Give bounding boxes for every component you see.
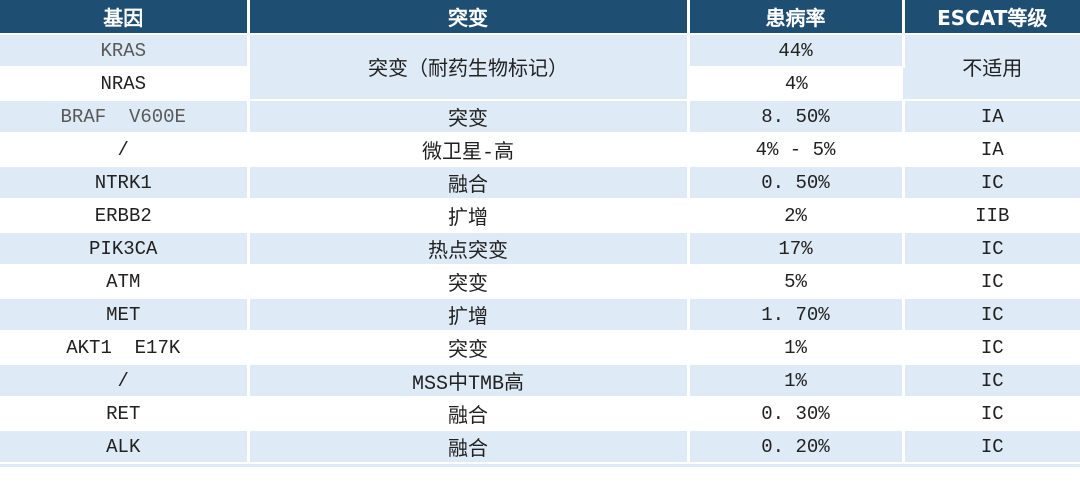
cell-gene: ALK [0, 430, 250, 464]
cell-escat: IA [903, 100, 1080, 134]
cell-prevalence: 0. 50% [688, 166, 905, 200]
cell-escat: IC [903, 430, 1080, 464]
table-row-atm: ATM 突变 5% IC [0, 265, 1080, 299]
cell-mutation: MSS中TMB高 [248, 364, 690, 398]
table-row-akt1: AKT1 E17K 突变 1% IC [0, 331, 1080, 365]
cell-escat: IC [903, 397, 1080, 431]
cell-mutation: 热点突变 [248, 232, 690, 266]
cell-gene: NTRK1 [0, 166, 250, 200]
cell-gene: PIK3CA [0, 232, 250, 266]
cell-escat: IIB [903, 199, 1080, 233]
column-header-gene: 基因 [0, 0, 250, 35]
cell-prevalence: 1% [688, 364, 905, 398]
cell-mutation: 融合 [248, 430, 690, 464]
cell-mutation: 突变 [248, 265, 690, 299]
cell-gene: ATM [0, 265, 250, 299]
column-header-prevalence: 患病率 [688, 0, 905, 35]
cell-mutation-merged: 突变（耐药生物标记） [248, 34, 690, 101]
table-row-erbb2: ERBB2 扩增 2% IIB [0, 199, 1080, 233]
cell-escat: IA [903, 133, 1080, 167]
cell-mutation: 突变 [248, 331, 690, 365]
cell-mutation: 突变 [248, 100, 690, 134]
table-row-pik3ca: PIK3CA 热点突变 17% IC [0, 232, 1080, 266]
cell-prevalence: 44% [688, 34, 905, 68]
cell-mutation: 扩增 [248, 199, 690, 233]
cell-mutation: 融合 [248, 397, 690, 431]
cell-mutation: 融合 [248, 166, 690, 200]
table-header-row: 基因 突变 患病率 ESCAT等级 [0, 0, 1080, 35]
cell-prevalence: 17% [688, 232, 905, 266]
cell-escat: IC [903, 265, 1080, 299]
cell-gene: RET [0, 397, 250, 431]
cell-prevalence: 1. 70% [688, 298, 905, 332]
cell-prevalence: 4% - 5% [688, 133, 905, 167]
cell-prevalence: 1% [688, 331, 905, 365]
table-row-met: MET 扩增 1. 70% IC [0, 298, 1080, 332]
cell-gene: NRAS [0, 67, 250, 101]
table-row-ret: RET 融合 0. 30% IC [0, 397, 1080, 431]
cell-gene: BRAF V600E [0, 100, 250, 134]
cell-escat: IC [903, 364, 1080, 398]
cell-gene: ERBB2 [0, 199, 250, 233]
table-row-tmb: / MSS中TMB高 1% IC [0, 364, 1080, 398]
cell-gene: AKT1 E17K [0, 331, 250, 365]
table-row-msi: / 微卫星-高 4% - 5% IA [0, 133, 1080, 167]
column-header-escat: ESCAT等级 [903, 0, 1080, 35]
cell-mutation: 扩增 [248, 298, 690, 332]
cell-prevalence: 2% [688, 199, 905, 233]
table-row-kras: KRAS 突变（耐药生物标记） 44% 不适用 [0, 34, 1080, 101]
cell-prevalence: 0. 20% [688, 430, 905, 464]
cell-prevalence: 4% [688, 67, 903, 101]
table-row-alk: ALK 融合 0. 20% IC [0, 430, 1080, 464]
cell-gene: / [0, 133, 250, 167]
cell-gene: KRAS [0, 34, 250, 68]
cell-gene: / [0, 364, 250, 398]
escat-gene-table: 基因 突变 患病率 ESCAT等级 KRAS 突变（耐药生物标记） 44% 不适… [0, 0, 1080, 464]
cell-escat: IC [903, 232, 1080, 266]
column-header-mutation: 突变 [248, 0, 690, 35]
cell-escat: IC [903, 298, 1080, 332]
table-row-nras: NRAS 4% [0, 67, 1080, 101]
table-bottom-edge [0, 464, 1080, 467]
table-row-ntrk1: NTRK1 融合 0. 50% IC [0, 166, 1080, 200]
cell-escat-merged: 不适用 [903, 34, 1080, 101]
cell-prevalence: 8. 50% [688, 100, 905, 134]
cell-prevalence: 0. 30% [688, 397, 905, 431]
cell-prevalence: 5% [688, 265, 905, 299]
cell-escat: IC [903, 331, 1080, 365]
cell-escat: IC [903, 166, 1080, 200]
cell-gene: MET [0, 298, 250, 332]
table-row-braf: BRAF V600E 突变 8. 50% IA [0, 100, 1080, 134]
cell-mutation: 微卫星-高 [248, 133, 690, 167]
